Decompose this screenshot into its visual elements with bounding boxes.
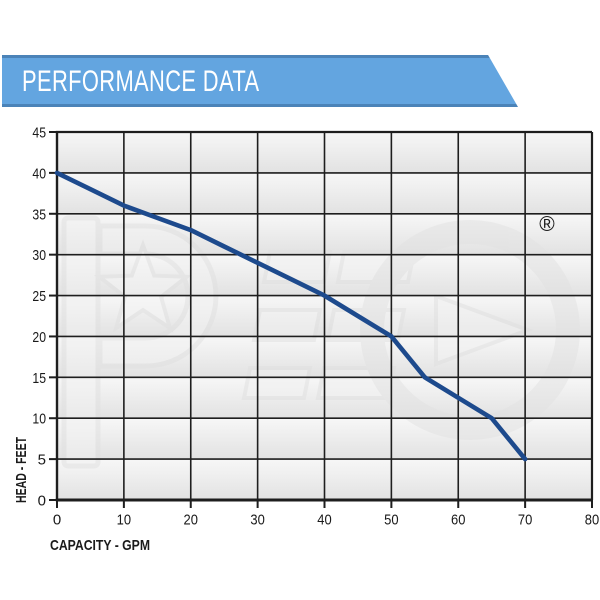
x-axis-title: CAPACITY - GPM [50,537,150,554]
watermark-logo [61,215,580,469]
x-tick-label: 40 [317,512,331,529]
x-tick-label: 50 [384,512,398,529]
tick-labels: 0 10 20 30 40 50 60 70 80 0 5 10 15 20 25 30 35 40 45 [32,125,599,529]
watermark-letter-p-bowl [97,223,219,369]
x-tick-label: 10 [117,512,131,529]
y-tick-label: 0 [38,493,46,510]
y-axis-title: HEAD - FEET [13,437,30,503]
banner-title: PERFORMANCE DATA [22,65,260,98]
x-tick-label: 20 [184,512,198,529]
x-tick-label: 80 [585,512,599,529]
watermark-ring [360,220,580,440]
y-tick-label: 40 [32,165,46,182]
x-tick-label: 60 [451,512,465,529]
x-tick-label: 30 [250,512,264,529]
performance-data-banner: PERFORMANCE DATA [2,55,518,107]
y-tick-label: 20 [32,329,46,346]
performance-curve [54,170,528,462]
y-tick-label: 45 [32,125,46,142]
curve-layer [54,170,528,462]
axis-ticks [49,131,593,508]
y-tick-label: 5 [38,452,46,469]
x-tick-label: 70 [518,512,532,529]
y-tick-label: 35 [32,206,46,223]
watermark-star-icon [93,239,193,333]
y-tick-label: 25 [32,288,46,305]
y-tick-label: 10 [32,411,46,428]
watermark-bar [251,308,323,342]
y-tick-label: 15 [32,370,46,387]
watermark-bar [241,366,313,400]
watermark-bar [261,250,333,284]
x-tick-label: 0 [53,512,61,529]
registered-trademark-symbol: ® [539,213,555,236]
y-tick-label: 30 [32,247,46,264]
